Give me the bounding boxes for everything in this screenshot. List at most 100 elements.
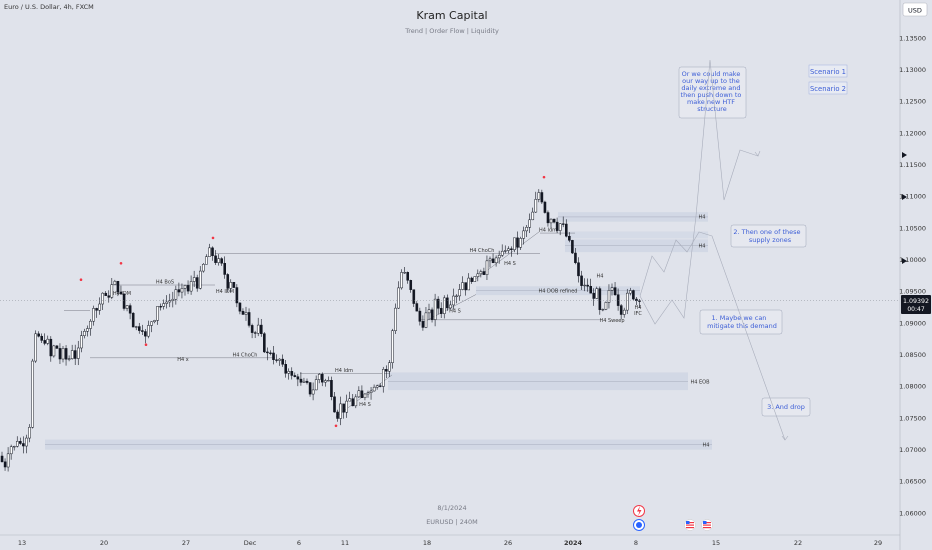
footer-symbol: EURUSD | 240M bbox=[426, 518, 478, 526]
candle-body-208 bbox=[635, 298, 638, 301]
candle-body-92 bbox=[281, 358, 284, 365]
candle-body-29 bbox=[89, 320, 92, 329]
candle-body-63 bbox=[192, 277, 196, 282]
candle-body-1 bbox=[3, 461, 7, 468]
y-tick-label-3: 1.12000 bbox=[899, 129, 926, 137]
candle-body-86 bbox=[263, 333, 266, 353]
candle-body-154 bbox=[470, 277, 474, 282]
candle-body-166 bbox=[507, 248, 510, 251]
candle-body-181 bbox=[552, 218, 556, 223]
candle-body-104 bbox=[317, 373, 321, 380]
scenario-2-button[interactable]: Scenario 2 bbox=[808, 81, 848, 95]
candle-body-195 bbox=[595, 288, 599, 299]
y-tick-label-12: 1.07500 bbox=[899, 414, 926, 422]
candle-body-108 bbox=[330, 380, 333, 398]
candle-body-55 bbox=[168, 300, 172, 303]
candle-body-206 bbox=[629, 290, 632, 294]
candle-body-204 bbox=[622, 309, 626, 315]
candle-body-121 bbox=[369, 390, 373, 393]
candle-body-147 bbox=[449, 304, 452, 309]
candle-body-113 bbox=[345, 400, 348, 413]
note-supply-line-2: supply zones bbox=[749, 236, 792, 244]
swing-marker-2 bbox=[144, 343, 148, 347]
candle-body-3 bbox=[9, 446, 13, 455]
candle-body-191 bbox=[583, 284, 586, 287]
y-tick-label-8: 1.09500 bbox=[899, 288, 926, 296]
candle-body-0 bbox=[0, 455, 4, 463]
label-idm-top: H4 Idm bbox=[539, 228, 557, 234]
note-demand-line-2: mitigate this demand bbox=[707, 322, 777, 330]
candle-body-115 bbox=[351, 398, 355, 407]
candle-body-187 bbox=[571, 240, 574, 254]
currency-button[interactable]: USD bbox=[902, 2, 928, 17]
candle-body-20 bbox=[61, 348, 65, 360]
scenario-1-label: Scenario 1 bbox=[810, 68, 846, 76]
earnings-dot-icon bbox=[636, 522, 642, 528]
candle-body-105 bbox=[321, 373, 324, 383]
swing-marker-0 bbox=[79, 278, 83, 282]
us-flag-icon-2[interactable] bbox=[701, 519, 713, 531]
note-supply[interactable]: 2. Then one of these supply zones bbox=[730, 224, 807, 248]
news-icons bbox=[633, 505, 713, 531]
label-bos: H4 BoS bbox=[156, 280, 174, 286]
candle-body-24 bbox=[73, 350, 77, 359]
label-ifc: IFC bbox=[634, 311, 642, 317]
candle-body-52 bbox=[159, 306, 162, 308]
candle-body-189 bbox=[577, 262, 580, 277]
x-tick-label-7: 26 bbox=[504, 539, 512, 547]
candle-body-5 bbox=[16, 441, 19, 447]
candle-body-60 bbox=[183, 285, 187, 289]
time-axis: 13 20 27 Dec 6 11 18 26 2024 8 15 22 29 bbox=[18, 539, 882, 547]
price-axis: 1.13500 1.13000 1.12500 1.12000 1.11500 1.110… bbox=[899, 34, 926, 517]
candle-body-33 bbox=[101, 292, 105, 305]
x-tick-label-12: 29 bbox=[874, 539, 882, 547]
us-flag-icon-1[interactable] bbox=[684, 519, 696, 531]
candle-body-25 bbox=[77, 347, 80, 359]
candle-body-40 bbox=[122, 293, 126, 309]
projection-scenario-1 bbox=[639, 231, 786, 441]
candle-body-2 bbox=[6, 453, 10, 468]
candle-body-11 bbox=[34, 333, 37, 362]
candle-body-51 bbox=[156, 306, 159, 321]
candle-body-135 bbox=[412, 289, 416, 304]
y-tick-label-5: 1.11000 bbox=[899, 193, 926, 201]
countdown: 00:47 bbox=[907, 306, 924, 313]
label-s-low: H4 S bbox=[359, 402, 371, 408]
zone-upper-extra bbox=[565, 231, 708, 239]
candle-body-175 bbox=[534, 199, 538, 213]
candle-body-112 bbox=[342, 403, 345, 413]
candle-body-101 bbox=[308, 382, 312, 395]
candle-body-66 bbox=[202, 264, 205, 272]
candle-body-165 bbox=[504, 250, 507, 252]
candle-body-169 bbox=[516, 237, 519, 248]
candle-body-103 bbox=[314, 379, 318, 391]
candle-body-56 bbox=[171, 298, 175, 301]
candle-body-209 bbox=[638, 300, 641, 302]
price-marker-2 bbox=[902, 194, 907, 200]
candle-body-172 bbox=[525, 227, 528, 232]
candle-body-156 bbox=[476, 273, 480, 277]
candle-body-129 bbox=[394, 307, 397, 332]
scenario-2-label: Scenario 2 bbox=[810, 85, 846, 93]
candle-body-88 bbox=[269, 352, 272, 354]
y-tick-label-4: 1.11500 bbox=[899, 161, 926, 169]
candle-body-67 bbox=[205, 256, 208, 265]
label-idm-mid: H4 Idm bbox=[335, 368, 353, 374]
note-scenario-up[interactable]: Or we could make our way up to the daily… bbox=[678, 66, 747, 119]
last-price: 1.09392 bbox=[903, 298, 929, 305]
candle-body-91 bbox=[278, 358, 281, 361]
candle-body-35 bbox=[107, 295, 111, 298]
candle-body-143 bbox=[436, 298, 440, 309]
scenario-1-button[interactable]: Scenario 1 bbox=[808, 64, 848, 78]
candle-body-4 bbox=[12, 446, 16, 448]
candle-body-117 bbox=[357, 390, 361, 398]
candle-body-170 bbox=[519, 238, 522, 248]
note-drop[interactable]: 3. And drop bbox=[761, 397, 811, 417]
y-tick-label-11: 1.08000 bbox=[899, 383, 926, 391]
candle-body-136 bbox=[415, 303, 419, 312]
label-choch-top: H4 ChoCh bbox=[470, 248, 495, 254]
note-demand[interactable]: 1. Maybe we can mitigate this demand bbox=[699, 309, 783, 335]
candle-body-28 bbox=[86, 328, 89, 332]
candle-body-99 bbox=[302, 380, 306, 383]
